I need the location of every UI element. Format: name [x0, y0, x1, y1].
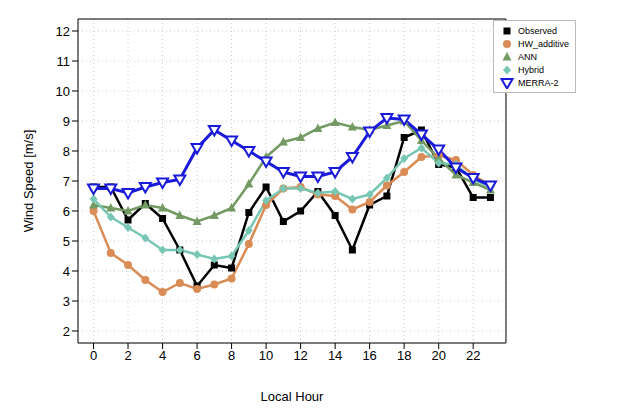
svg-text:12: 12 — [56, 24, 70, 39]
svg-text:0: 0 — [90, 348, 97, 363]
svg-text:18: 18 — [397, 348, 411, 363]
svg-text:5: 5 — [63, 234, 70, 249]
svg-text:6: 6 — [63, 204, 70, 219]
svg-text:2: 2 — [63, 324, 70, 339]
svg-text:12: 12 — [293, 348, 307, 363]
svg-text:3: 3 — [63, 294, 70, 309]
svg-text:11: 11 — [57, 54, 71, 69]
svg-text:7: 7 — [63, 174, 70, 189]
html-text:Observed: Observed — [518, 25, 557, 36]
svg-text:16: 16 — [362, 348, 376, 363]
svg-text:Local Hour: Local Hour — [261, 389, 325, 404]
svg-text:8: 8 — [228, 348, 235, 363]
svg-text:Wind Speed [m/s]: Wind Speed [m/s] — [21, 130, 36, 233]
svg-text:4: 4 — [63, 264, 70, 279]
svg-text:8: 8 — [63, 144, 70, 159]
svg-text:10: 10 — [56, 84, 70, 99]
html-text:ANN: ANN — [518, 51, 537, 62]
html-text:HW_additive: HW_additive — [518, 38, 569, 49]
svg-text:9: 9 — [63, 114, 70, 129]
svg-text:22: 22 — [466, 348, 480, 363]
svg-text:2: 2 — [124, 348, 131, 363]
svg-text:6: 6 — [193, 348, 200, 363]
html-text:MERRA-2: MERRA-2 — [518, 77, 559, 88]
svg-text:20: 20 — [431, 348, 445, 363]
svg-text:4: 4 — [159, 348, 166, 363]
svg-text:10: 10 — [259, 348, 273, 363]
html-text:Hybrid: Hybrid — [518, 64, 544, 75]
svg-text:14: 14 — [328, 348, 342, 363]
